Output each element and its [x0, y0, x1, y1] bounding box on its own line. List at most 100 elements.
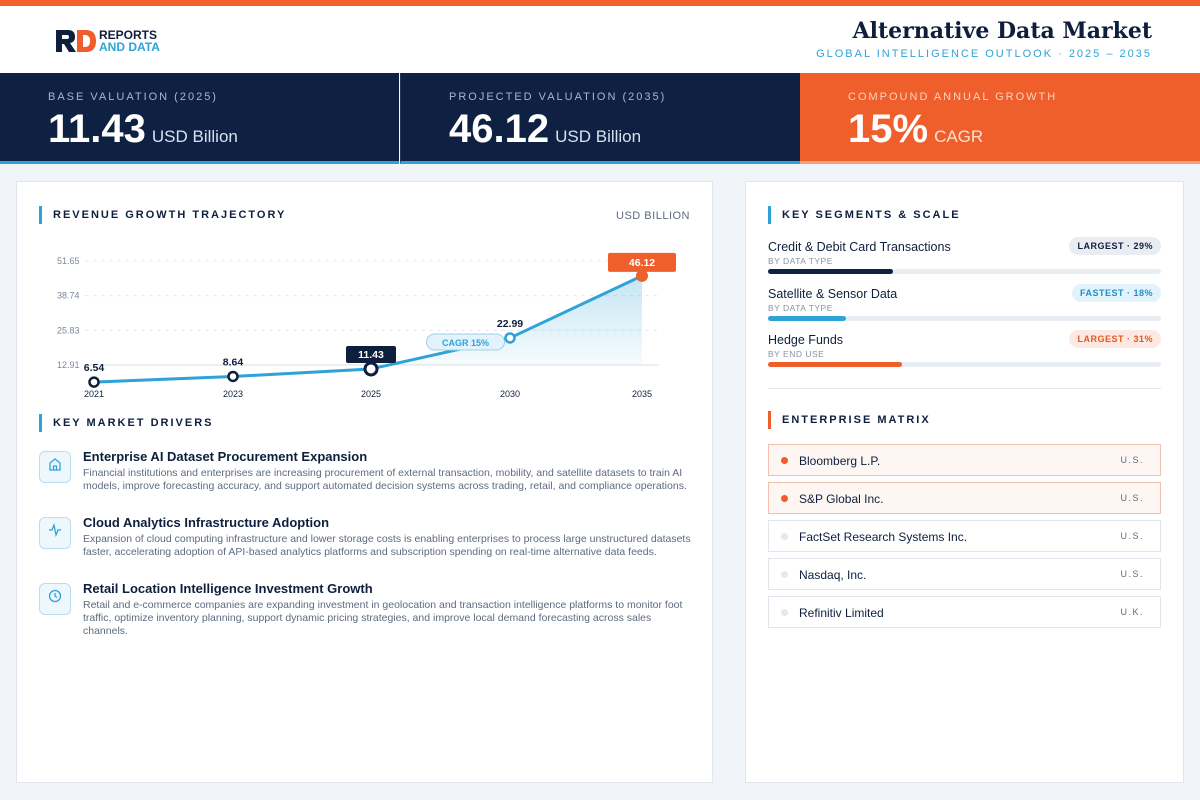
stat-base-valuation: BASE VALUATION (2025) 11.43 USD Billion: [0, 73, 399, 164]
segment-category: BY DATA TYPE: [768, 256, 833, 266]
enterprise-row[interactable]: Refinitiv Limited U.K.: [768, 596, 1161, 628]
data-label: 6.54: [84, 362, 105, 374]
chart-area-fill: [371, 275, 642, 369]
enterprise-dot: [781, 609, 788, 616]
enterprise-name: Bloomberg L.P.: [799, 454, 881, 468]
segment-share-track: [768, 362, 1161, 367]
segment-share-fill: [768, 362, 902, 367]
brand-logo-icon: [56, 30, 96, 52]
enterprise-name: Refinitiv Limited: [799, 606, 884, 620]
cagr-annotation-text: CAGR 15%: [442, 338, 489, 348]
stat-projected-valuation: PROJECTED VALUATION (2035) 46.12 USD Bill…: [400, 73, 800, 164]
data-label-box: [346, 345, 396, 363]
page-subtitle: GLOBAL INTELLIGENCE OUTLOOK · 2025 – 203…: [816, 48, 1152, 60]
stat-label: PROJECTED VALUATION (2035): [449, 91, 667, 103]
stat-unit: USD Billion: [555, 127, 642, 146]
cagr-annotation: CAGR 15%: [426, 333, 505, 351]
segment-category: BY END USE: [768, 349, 825, 359]
enterprise-country: U.S.: [1120, 569, 1144, 579]
enterprise-dot: [781, 571, 788, 578]
driver-description: Financial institutions and enterprises a…: [83, 467, 687, 492]
driver-title: Enterprise AI Dataset Procurement Expans…: [83, 449, 368, 464]
enterprise-dot: [781, 495, 788, 502]
stat-label: BASE VALUATION (2025): [48, 91, 218, 103]
enterprise-row[interactable]: FactSet Research Systems Inc. U.S.: [768, 520, 1161, 552]
enterprise-row[interactable]: S&P Global Inc. U.S.: [768, 482, 1161, 514]
enterprise-name: S&P Global Inc.: [799, 492, 884, 506]
brand-line-2: AND DATA: [99, 40, 160, 54]
stat-value-wrap: 15% CAGR: [848, 107, 983, 152]
section-divider: [768, 388, 1161, 389]
segment-category: BY DATA TYPE: [768, 303, 833, 313]
clock-icon: [39, 583, 71, 615]
segments-section-title: KEY SEGMENTS & SCALE: [768, 206, 961, 224]
stat-value: 11.43: [48, 107, 146, 151]
segment-share-fill: [768, 316, 846, 321]
stat-label: COMPOUND ANNUAL GROWTH: [848, 91, 1058, 103]
y-tick-label: 38.74: [57, 291, 80, 301]
enterprise-country: U.K.: [1120, 607, 1144, 617]
revenue-chart: 51.65 38.74 25.83 12.91 CAGR 15% 6.54 8.64 11…: [57, 252, 676, 399]
revenue-unit-label: USD BILLION: [616, 210, 690, 222]
segment-share-track: [768, 269, 1161, 274]
stat-unit: USD Billion: [151, 127, 238, 146]
segment-name: Hedge Funds: [768, 333, 844, 347]
enterprise-dot: [781, 457, 788, 464]
stat-value: 15%: [848, 107, 929, 151]
stat-unit: CAGR: [934, 127, 984, 146]
enterprise-country: U.S.: [1120, 455, 1144, 465]
x-tick-label: 2025: [361, 389, 381, 399]
segment-name: Credit & Debit Card Transactions: [768, 240, 951, 254]
driver-title: Retail Location Intelligence Investment …: [83, 581, 373, 596]
segment-name: Satellite & Sensor Data: [768, 287, 898, 301]
brand-line-1: REPORTS: [99, 28, 158, 42]
building-icon: [39, 451, 71, 483]
segment-badge: FASTEST · 18%: [1071, 284, 1161, 302]
x-tick-label: 2021: [84, 389, 104, 399]
enterprise-name: Nasdaq, Inc.: [799, 568, 867, 582]
revenue-card: REVENUE GROWTH TRAJECTORY USD BILLION 51…: [16, 181, 713, 783]
top-accent-bar: [0, 0, 1200, 6]
data-point: [504, 332, 516, 344]
data-point: [88, 376, 100, 388]
drivers-section-title: KEY MARKET DRIVERS: [39, 414, 213, 432]
stat-value-wrap: 46.12 USD Billion: [449, 107, 641, 152]
brand-wordmark: REPORTS AND DATA: [99, 29, 160, 53]
x-tick-label: 2023: [223, 389, 243, 399]
data-point: [227, 370, 239, 383]
segment-share-fill: [768, 269, 894, 274]
enterprise-name: FactSet Research Systems Inc.: [799, 530, 968, 544]
enterprise-row[interactable]: Bloomberg L.P. U.S.: [768, 444, 1161, 476]
stat-value: 46.12: [449, 107, 550, 151]
page-title: Alternative Data Market: [852, 18, 1152, 44]
data-label: 22.99: [497, 318, 523, 330]
enterprise-row[interactable]: Nasdaq, Inc. U.S.: [768, 558, 1161, 590]
data-label: 46.12: [629, 257, 655, 269]
driver-description: Expansion of cloud computing infrastruct…: [83, 533, 691, 558]
data-point: [363, 361, 379, 377]
cagr-annotation-pill: [426, 333, 505, 351]
enterprise-section-title: ENTERPRISE MATRIX: [768, 411, 931, 429]
segment-share-track: [768, 316, 1161, 321]
segments-card: KEY SEGMENTS & SCALE Credit & Debit Card…: [745, 181, 1184, 783]
y-tick-label: 12.91: [57, 360, 80, 370]
x-tick-label: 2035: [632, 389, 652, 399]
y-tick-label: 25.83: [57, 325, 80, 335]
data-label: 8.64: [223, 356, 244, 368]
segment-badge: LARGEST · 29%: [1069, 237, 1161, 255]
brand-logo[interactable]: REPORTS AND DATA: [55, 28, 175, 56]
data-point: [636, 269, 648, 282]
data-label: 11.43: [358, 349, 384, 361]
page-header: REPORTS AND DATA Alternative Data Market…: [0, 6, 1200, 73]
stat-cagr: COMPOUND ANNUAL GROWTH 15% CAGR: [800, 73, 1200, 164]
stat-value-wrap: 11.43 USD Billion: [48, 107, 238, 152]
segment-badge: LARGEST · 31%: [1069, 330, 1161, 348]
activity-icon: [39, 517, 71, 549]
driver-title: Cloud Analytics Infrastructure Adoption: [83, 515, 330, 530]
driver-description: Retail and e-commerce companies are expa…: [83, 599, 683, 637]
stat-strip: BASE VALUATION (2025) 11.43 USD Billion P…: [0, 73, 1200, 164]
enterprise-dot: [781, 533, 788, 540]
revenue-section-title: REVENUE GROWTH TRAJECTORY: [39, 206, 286, 224]
enterprise-country: U.S.: [1120, 531, 1144, 541]
x-tick-label: 2030: [500, 389, 520, 399]
